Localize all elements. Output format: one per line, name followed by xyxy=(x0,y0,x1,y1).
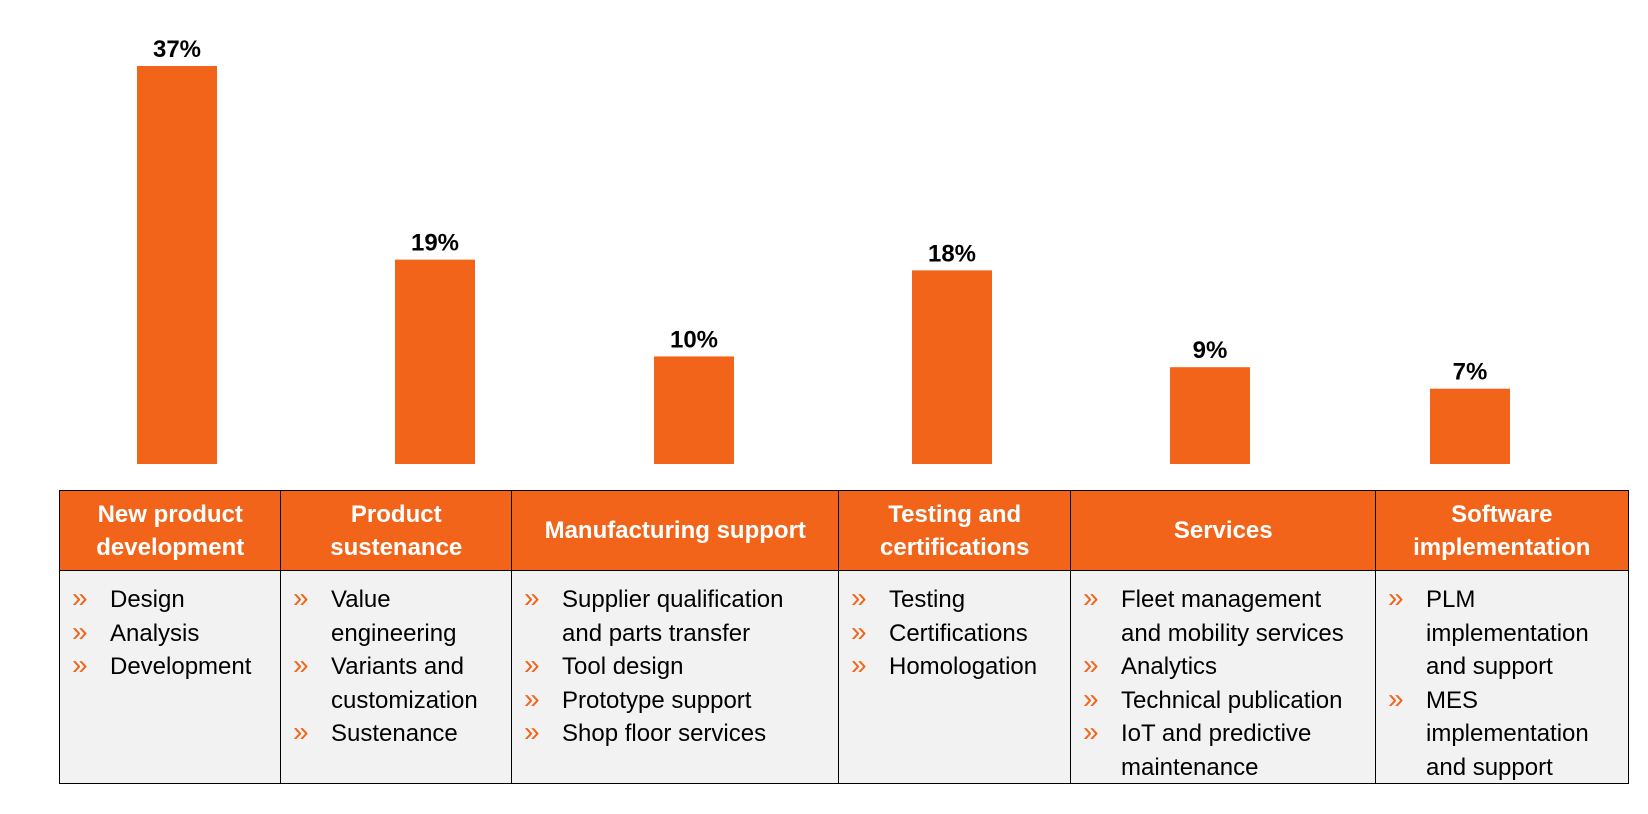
double-chevron-right-icon: » xyxy=(851,649,867,680)
list-item-text: Shop floor services xyxy=(562,720,767,747)
list-item: » IoT and predictive maintenance xyxy=(1083,716,1372,784)
bar-4 xyxy=(912,270,992,464)
list-item-text: Sustenance xyxy=(331,720,458,747)
bullet-list: » Testing » Certifications » Homologation xyxy=(851,582,1067,684)
list-item-text: IoT and predictive maintenance xyxy=(1121,720,1312,781)
column-header: Testing and certifications xyxy=(838,490,1072,572)
list-item-text: Testing xyxy=(889,586,966,613)
double-chevron-right-icon: » xyxy=(293,716,309,747)
list-item: » Certifications xyxy=(851,615,1067,651)
list-item: » PLM implementation and support xyxy=(1388,582,1624,684)
list-item-text: Variants and customization xyxy=(331,653,478,714)
bar-value-label-6: 7% xyxy=(1453,359,1488,386)
list-item: » Supplier qualification and parts transf… xyxy=(524,582,835,650)
bar-value-label-4: 18% xyxy=(928,240,976,267)
bar-value-label-3: 10% xyxy=(670,326,718,353)
list-item-text: Analytics xyxy=(1121,653,1218,680)
column-body: » Supplier qualification and parts transf… xyxy=(511,570,840,784)
bullet-list: » PLM implementation and support » MES impl… xyxy=(1388,582,1624,785)
double-chevron-right-icon: » xyxy=(293,649,309,680)
double-chevron-right-icon: » xyxy=(72,649,88,680)
list-item-text: PLM implementation and support xyxy=(1426,586,1589,680)
column-header: Software implementation xyxy=(1375,490,1629,572)
list-item-text: Value engineering xyxy=(331,586,457,647)
list-item-text: Analysis xyxy=(110,619,200,647)
bar-value-label-1: 37% xyxy=(153,36,201,63)
list-item: » Shop floor services xyxy=(524,716,835,751)
column-body: » Fleet management and mobility services»… xyxy=(1070,570,1377,784)
list-item: » Analytics xyxy=(1083,649,1372,684)
list-item-text: Homologation xyxy=(889,653,1038,680)
list-item: » Development xyxy=(72,649,277,684)
double-chevron-right-icon: » xyxy=(72,582,88,613)
bullet-list: » Fleet management and mobility services»… xyxy=(1083,582,1372,784)
list-item: » Value engineering xyxy=(293,582,508,650)
double-chevron-right-icon: » xyxy=(1388,682,1404,714)
column-body: » Value engineering » Variants and customiz… xyxy=(280,570,513,784)
list-item: » Fleet management and mobility services xyxy=(1083,582,1372,650)
double-chevron-right-icon: » xyxy=(524,682,540,714)
list-item-text: Fleet management and mobility services xyxy=(1121,586,1344,647)
bullet-list: » Supplier qualification and parts transf… xyxy=(524,582,835,751)
double-chevron-right-icon: » xyxy=(1388,582,1404,613)
list-item-text: Prototype support xyxy=(562,686,752,714)
list-item: » Sustenance xyxy=(293,716,508,751)
bar-3 xyxy=(654,356,734,464)
list-item: » Analysis xyxy=(72,615,277,651)
list-item: » Technical publication xyxy=(1083,682,1372,718)
bar-1 xyxy=(137,66,217,464)
bar-value-label-5: 9% xyxy=(1193,337,1228,364)
list-item-text: Certifications xyxy=(889,619,1028,647)
bullet-list: » Design » Analysis » Development xyxy=(72,582,277,684)
bar-5 xyxy=(1170,367,1250,464)
double-chevron-right-icon: » xyxy=(851,615,867,647)
double-chevron-right-icon: » xyxy=(524,716,540,747)
bar-value-label-2: 19% xyxy=(411,230,459,257)
column-header: New product development xyxy=(59,490,282,572)
list-item: » Design xyxy=(72,582,277,617)
double-chevron-right-icon: » xyxy=(1083,682,1099,714)
column-header: Manufacturing support xyxy=(511,490,840,572)
list-item: » Prototype support xyxy=(524,682,835,718)
list-item: » Variants and customization xyxy=(293,649,508,717)
column-header: Product sustenance xyxy=(280,490,513,572)
double-chevron-right-icon: » xyxy=(1083,716,1099,747)
list-item-text: Development xyxy=(110,653,252,680)
bar-chart: 37% 19% 10% 18% 9% 7% xyxy=(137,36,1510,464)
column-body: » Testing » Certifications » Homologation xyxy=(838,570,1072,784)
list-item-text: Design xyxy=(110,586,185,613)
double-chevron-right-icon: » xyxy=(72,615,88,647)
list-item-text: Tool design xyxy=(562,653,684,680)
bar-6 xyxy=(1430,388,1510,464)
list-item: » Tool design xyxy=(524,649,835,684)
column-body: » PLM implementation and support » MES impl… xyxy=(1375,570,1629,784)
double-chevron-right-icon: » xyxy=(1083,649,1099,680)
double-chevron-right-icon: » xyxy=(524,649,540,680)
list-item-text: MES implementation and support xyxy=(1426,686,1589,781)
list-item: » Testing xyxy=(851,582,1067,617)
column-body: » Design » Analysis » Development xyxy=(59,570,282,784)
list-item: » MES implementation and support xyxy=(1388,682,1624,785)
double-chevron-right-icon: » xyxy=(851,582,867,613)
double-chevron-right-icon: » xyxy=(293,582,309,613)
bullet-list: » Value engineering » Variants and customiz… xyxy=(293,582,508,751)
list-item-text: Technical publication xyxy=(1121,686,1343,714)
column-header: Services xyxy=(1070,490,1377,572)
list-item-text: Supplier qualification and parts transfe… xyxy=(562,586,784,647)
double-chevron-right-icon: » xyxy=(1083,582,1099,613)
bar-2 xyxy=(395,259,475,464)
list-item: » Homologation xyxy=(851,649,1067,684)
double-chevron-right-icon: » xyxy=(524,582,540,613)
service-table: New product development Product sustenanc… xyxy=(59,490,1629,784)
